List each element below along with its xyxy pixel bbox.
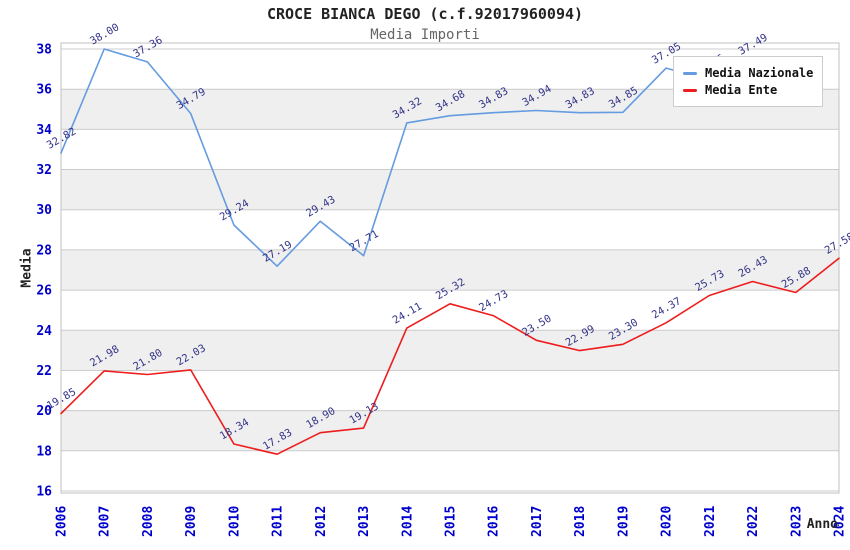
y-tick-label: 18 — [36, 444, 52, 459]
x-tick-label: 2007 — [98, 506, 113, 537]
y-tick-label: 34 — [36, 123, 52, 138]
series-line-media-nazionale — [60, 48, 754, 268]
plot-band — [61, 169, 839, 210]
y-tick-label: 26 — [36, 284, 52, 299]
x-tick-label: 2012 — [314, 506, 329, 537]
y-tick-label: 20 — [36, 404, 52, 419]
legend-item-media-ente: Media Ente — [683, 83, 813, 97]
plot-border — [60, 42, 840, 494]
x-tick-label: 2014 — [400, 506, 415, 537]
series-line-media-ente — [60, 257, 840, 456]
legend: Media Nazionale Media Ente — [673, 56, 824, 107]
plot-band — [61, 330, 839, 371]
x-tick-label: 2020 — [660, 506, 675, 537]
plot-band — [61, 249, 839, 291]
plot-band — [61, 209, 839, 250]
media-nazionale-line-swatch-icon — [683, 71, 697, 75]
x-axis-title: Anno — [806, 517, 838, 532]
x-tick-label: 2008 — [141, 506, 156, 537]
x-tick-label: 2011 — [271, 506, 286, 537]
media-ente-line-swatch-icon — [683, 88, 697, 92]
x-tick-label: 2024 — [833, 506, 848, 537]
legend-label-media-nazionale: Media Nazionale — [705, 66, 814, 80]
plot-band — [61, 450, 839, 491]
plot-band — [61, 410, 839, 451]
x-tick-label: 2023 — [789, 506, 804, 537]
chart-title: CROCE BIANCA DEGO (c.f.92017960094) — [266, 5, 584, 23]
y-tick-label: 38 — [36, 43, 52, 58]
data-point-label: 38.00 — [88, 21, 121, 47]
x-tick-label: 2017 — [530, 506, 545, 537]
y-tick-label: 22 — [36, 364, 52, 379]
x-tick-label: 2006 — [55, 506, 70, 537]
x-tick-label: 2013 — [357, 506, 372, 537]
plot-band — [61, 290, 839, 331]
legend-label-media-ente: Media Ente — [705, 83, 778, 97]
x-tick-label: 2018 — [573, 506, 588, 537]
x-tick-label: 2016 — [487, 506, 502, 537]
x-tick-label: 2022 — [746, 506, 761, 537]
plot-band — [61, 370, 839, 411]
x-tick-label: 2019 — [616, 506, 631, 537]
x-tick-label: 2015 — [444, 506, 459, 537]
x-tick-label: 2021 — [703, 506, 718, 537]
y-tick-label: 32 — [36, 163, 52, 178]
legend-item-media-nazionale: Media Nazionale — [683, 66, 813, 80]
x-tick-label: 2009 — [184, 506, 199, 537]
y-tick-label: 28 — [36, 243, 52, 258]
chart-subtitle: Media Importi — [370, 27, 480, 43]
y-axis-title: Media — [19, 248, 35, 288]
y-tick-label: 30 — [36, 203, 52, 218]
plot-band — [61, 129, 839, 170]
y-tick-label: 16 — [36, 485, 52, 500]
x-tick-label: 2010 — [227, 506, 242, 537]
y-tick-label: 24 — [36, 324, 52, 339]
y-tick-label: 36 — [36, 83, 52, 98]
